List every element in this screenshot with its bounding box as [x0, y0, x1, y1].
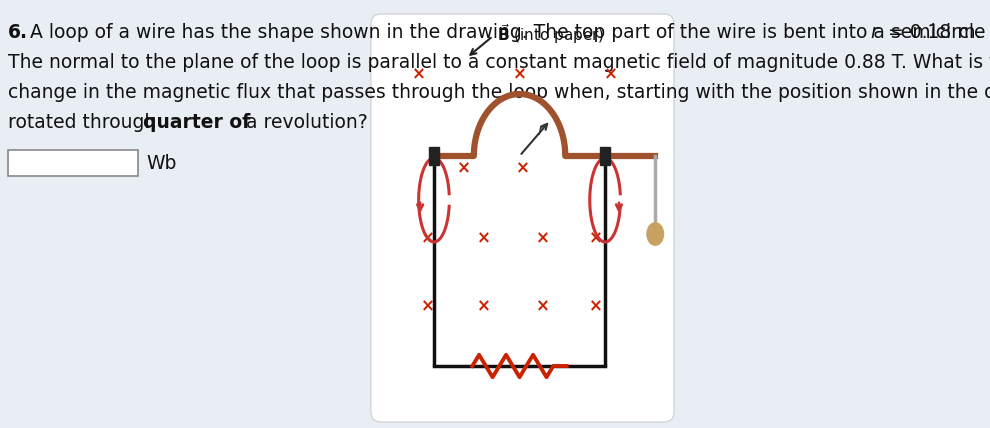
- Text: ×: ×: [421, 297, 435, 315]
- Text: The normal to the plane of the loop is parallel to a constant magnetic field of : The normal to the plane of the loop is p…: [8, 53, 990, 72]
- Text: ×: ×: [456, 159, 470, 177]
- Text: $r$: $r$: [870, 23, 881, 42]
- Text: ×: ×: [516, 159, 530, 177]
- Text: change in the magnetic flux that passes through the loop when, starting with the: change in the magnetic flux that passes …: [8, 83, 990, 102]
- Text: ×: ×: [477, 297, 491, 315]
- Text: ×: ×: [589, 229, 603, 247]
- Text: ×: ×: [477, 229, 491, 247]
- Text: ×: ×: [537, 297, 550, 315]
- Text: ×: ×: [537, 229, 550, 247]
- Text: rotated through: rotated through: [8, 113, 162, 132]
- Circle shape: [647, 223, 663, 245]
- Bar: [600, 147, 610, 165]
- Text: ×: ×: [589, 297, 603, 315]
- FancyBboxPatch shape: [8, 150, 138, 176]
- Text: 6.: 6.: [8, 23, 28, 42]
- Text: Wb: Wb: [146, 154, 176, 172]
- Text: ×: ×: [513, 65, 527, 83]
- Text: $r$: $r$: [538, 123, 546, 138]
- Text: a revolution?: a revolution?: [240, 113, 367, 132]
- Text: $\vec{\mathbf{B}}$ (into paper): $\vec{\mathbf{B}}$ (into paper): [497, 22, 605, 46]
- FancyBboxPatch shape: [371, 14, 674, 422]
- Text: = 0.18 m.: = 0.18 m.: [882, 23, 981, 42]
- Text: ×: ×: [604, 65, 618, 83]
- Text: A loop of a wire has the shape shown in the drawing. The top part of the wire is: A loop of a wire has the shape shown in …: [30, 23, 990, 42]
- Text: ×: ×: [421, 229, 435, 247]
- Bar: [429, 147, 440, 165]
- Text: quarter of: quarter of: [143, 113, 250, 132]
- Text: ×: ×: [412, 65, 426, 83]
